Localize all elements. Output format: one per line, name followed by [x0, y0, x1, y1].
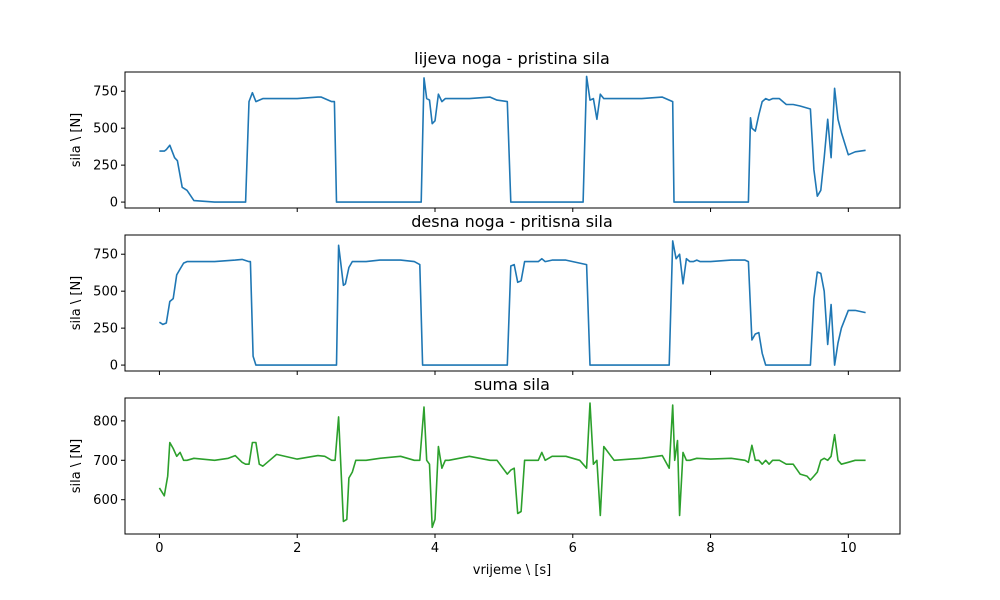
- panel-title: desna noga - pritisna sila: [411, 212, 613, 231]
- x-tick-label: 6: [569, 541, 577, 556]
- y-axis: 600 700 800: [93, 414, 125, 508]
- y-tick-label: 700: [93, 454, 118, 469]
- x-axis: [158, 371, 849, 375]
- y-tick-label: 750: [93, 248, 118, 263]
- y-tick-label: 500: [93, 122, 118, 137]
- panel-force-sum: 600 700 800 0 2 4 6 8 10 suma sila sila \ [N] v…: [69, 375, 901, 578]
- y-tick-label: 0: [110, 359, 118, 374]
- x-tick-label: 8: [706, 541, 714, 556]
- panel-left-foot: 0 250 500 750 lijeva noga - pristina sila s…: [69, 49, 901, 212]
- plot-frame: [124, 71, 901, 209]
- panel-title: lijeva noga - pristina sila: [414, 49, 610, 68]
- x-tick-label: 0: [155, 541, 163, 556]
- plot-line-group: [159, 75, 866, 203]
- y-axis: 0 250 500 750: [93, 85, 125, 211]
- y-axis-title: sila \ [N]: [69, 276, 84, 330]
- series-line-0: [158, 240, 866, 366]
- x-axis: [158, 208, 849, 212]
- y-axis-title: sila \ [N]: [69, 439, 84, 493]
- panel-right-foot: 0 250 500 750 desna noga - pritisna sila si…: [69, 212, 901, 375]
- plot-line-group: [158, 240, 866, 366]
- x-tick-label: 10: [840, 541, 857, 556]
- series-line-0: [158, 402, 866, 529]
- y-tick-label: 250: [93, 322, 118, 337]
- x-tick-label: 4: [431, 541, 439, 556]
- plot-frame: [124, 234, 901, 372]
- x-axis-title: vrijeme \ [s]: [473, 563, 551, 578]
- y-tick-label: 0: [110, 196, 118, 211]
- y-axis: 0 250 500 750: [93, 248, 125, 374]
- y-tick-label: 500: [93, 285, 118, 300]
- plot-line-group: [158, 402, 866, 529]
- y-tick-label: 600: [93, 493, 118, 508]
- x-tick-label: 2: [293, 541, 301, 556]
- series-line-0: [159, 75, 866, 203]
- panel-title: suma sila: [474, 375, 550, 394]
- y-tick-label: 250: [93, 159, 118, 174]
- x-axis: 0 2 4 6 8 10: [155, 534, 857, 556]
- y-axis-title: sila \ [N]: [69, 113, 84, 167]
- y-tick-label: 750: [93, 85, 118, 100]
- plot-frame: [124, 397, 901, 535]
- y-tick-label: 800: [93, 414, 118, 429]
